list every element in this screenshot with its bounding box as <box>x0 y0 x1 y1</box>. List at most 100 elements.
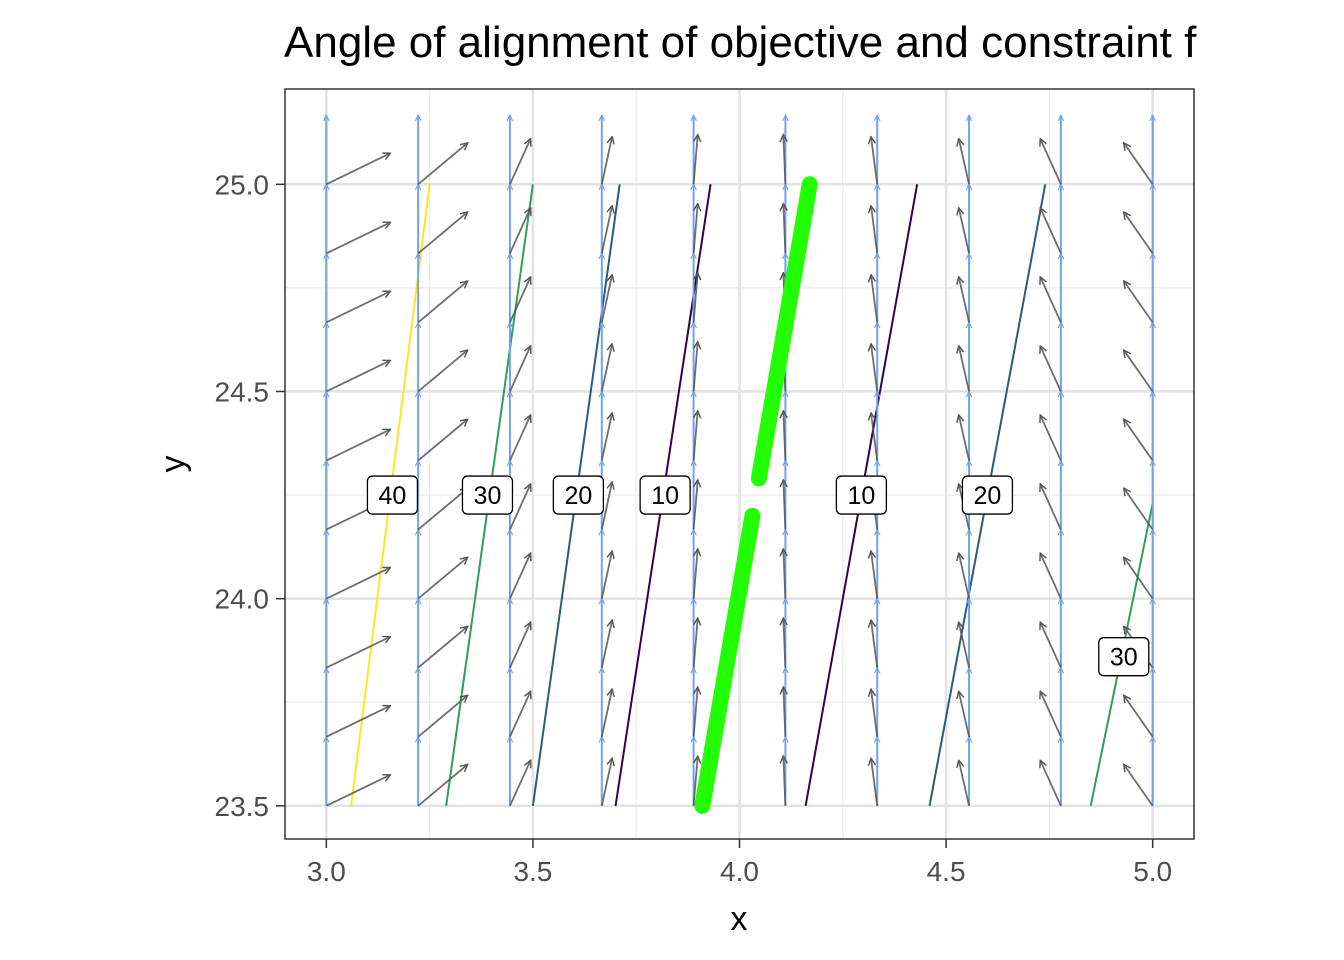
objective-gradient-arrow <box>1124 281 1154 323</box>
objective-gradient-arrow <box>692 273 698 323</box>
optimum-line-segment <box>750 176 818 487</box>
objective-gradient-arrow <box>871 620 879 668</box>
y-tick-label: 23.5 <box>215 791 270 822</box>
objective-gradient-arrow <box>692 411 698 461</box>
objective-gradient-arrow <box>1124 212 1154 254</box>
objective-gradient-arrow <box>417 419 468 462</box>
objective-gradient-arrow <box>1124 350 1154 393</box>
objective-gradient-arrow <box>1040 208 1062 254</box>
contour-label-text: 20 <box>564 482 592 510</box>
objective-gradient-arrow <box>325 222 390 255</box>
objective-gradient-arrow <box>417 764 468 807</box>
contour-label: 20 <box>552 475 605 515</box>
objective-gradient-arrow <box>1124 764 1154 807</box>
y-tick-label: 24.5 <box>215 376 270 407</box>
objective-gradient-arrow <box>959 691 970 737</box>
objective-gradient-arrow <box>959 208 970 254</box>
objective-gradient-arrow <box>417 281 468 324</box>
axes: 3.0 3.5 4.0 4.5 5.0 23.5 24.0 24.5 25.0 <box>215 169 1173 887</box>
x-tick-label: 4.0 <box>720 856 759 887</box>
objective-gradient-arrow <box>959 622 970 668</box>
objective-gradient-arrow <box>600 551 612 599</box>
objective-gradient-arrow <box>600 758 612 807</box>
objective-gradient-arrow <box>509 691 531 738</box>
objective-gradient-arrow <box>1040 139 1062 185</box>
objective-gradient-arrow <box>871 344 879 392</box>
contour-label-box <box>961 475 1014 515</box>
objective-gradient-arrow <box>1040 415 1062 461</box>
objective-gradient-arrow <box>600 620 612 668</box>
x-axis-label: x <box>731 900 748 938</box>
objective-gradient-arrow <box>783 618 785 668</box>
objective-gradient-arrow <box>600 206 612 254</box>
objective-gradient-arrow <box>871 551 879 599</box>
objective-gradient-arrow <box>600 344 612 392</box>
optimum-line-segment <box>694 507 761 814</box>
objective-gradient-arrow <box>325 568 390 600</box>
objective-gradient-arrow <box>1124 143 1154 185</box>
objective-gradient-arrow <box>692 342 698 392</box>
objective-gradient-arrow <box>325 153 390 186</box>
objective-gradient-arrow <box>1040 484 1062 530</box>
x-tick-label: 3.0 <box>307 856 346 887</box>
gradient-arrows <box>325 115 1154 807</box>
objective-gradient-arrow <box>959 139 970 185</box>
contour-label-text: 10 <box>847 482 875 510</box>
objective-gradient-arrow <box>1124 695 1154 738</box>
objective-gradient-arrow <box>325 291 390 324</box>
objective-gradient-arrow <box>417 143 468 185</box>
objective-gradient-arrow <box>783 756 785 806</box>
objective-gradient-arrow <box>600 689 612 737</box>
objective-gradient-arrow <box>692 135 698 185</box>
objective-gradient-arrow <box>959 760 970 807</box>
objective-gradient-arrow <box>1040 346 1062 392</box>
objective-gradient-arrow <box>509 139 531 185</box>
objective-gradient-arrow <box>871 206 879 254</box>
y-tick-label: 24.0 <box>215 584 270 615</box>
contour-label-text: 30 <box>1110 644 1138 672</box>
objective-gradient-arrow <box>509 277 531 323</box>
y-axis-label: y <box>154 456 192 473</box>
objective-gradient-arrow <box>1124 557 1154 600</box>
objective-gradient-arrow <box>959 346 970 392</box>
objective-gradient-arrow <box>692 756 698 806</box>
contour-label-box <box>639 475 691 515</box>
objective-gradient-arrow <box>325 637 390 669</box>
y-tick-label: 25.0 <box>215 169 270 200</box>
objective-gradient-arrow <box>1124 419 1154 462</box>
objective-gradient-arrow <box>871 137 879 185</box>
objective-gradient-arrow <box>417 557 468 600</box>
objective-gradient-arrow <box>417 626 468 669</box>
objective-gradient-arrow <box>509 553 531 600</box>
contour-label-box <box>1098 637 1150 677</box>
x-tick-label: 5.0 <box>1133 856 1172 887</box>
objective-gradient-arrow <box>1040 277 1062 323</box>
contour-label-box <box>461 475 514 515</box>
objective-gradient-arrow <box>692 549 698 599</box>
chart-title: Angle of alignment of objective and cons… <box>284 18 1197 67</box>
objective-gradient-arrow <box>692 618 698 668</box>
contour-label-text: 30 <box>474 482 502 510</box>
objective-gradient-arrow <box>1040 691 1062 738</box>
objective-gradient-arrow <box>871 413 879 461</box>
objective-gradient-arrow <box>509 415 531 461</box>
objective-gradient-arrow <box>600 137 612 185</box>
objective-gradient-arrow <box>1124 488 1154 531</box>
objective-gradient-arrow <box>959 553 970 599</box>
objective-gradient-arrow <box>1040 760 1062 807</box>
contour-label-box <box>835 475 888 515</box>
x-tick-label: 3.5 <box>513 856 552 887</box>
objective-gradient-arrow <box>325 360 390 393</box>
contour-label: 10 <box>639 475 691 515</box>
contour-label: 10 <box>835 475 888 515</box>
contour-label-box <box>366 475 419 515</box>
objective-gradient-arrow <box>325 775 390 807</box>
objective-gradient-arrow <box>417 488 468 531</box>
contour-label: 40 <box>366 475 419 515</box>
objective-gradient-arrow <box>509 760 531 807</box>
contour-labels: 40 30 20 10 10 20 30 <box>366 475 1150 677</box>
objective-gradient-arrow <box>1040 553 1062 600</box>
objective-gradient-arrow <box>509 208 531 254</box>
x-tick-label: 4.5 <box>927 856 966 887</box>
